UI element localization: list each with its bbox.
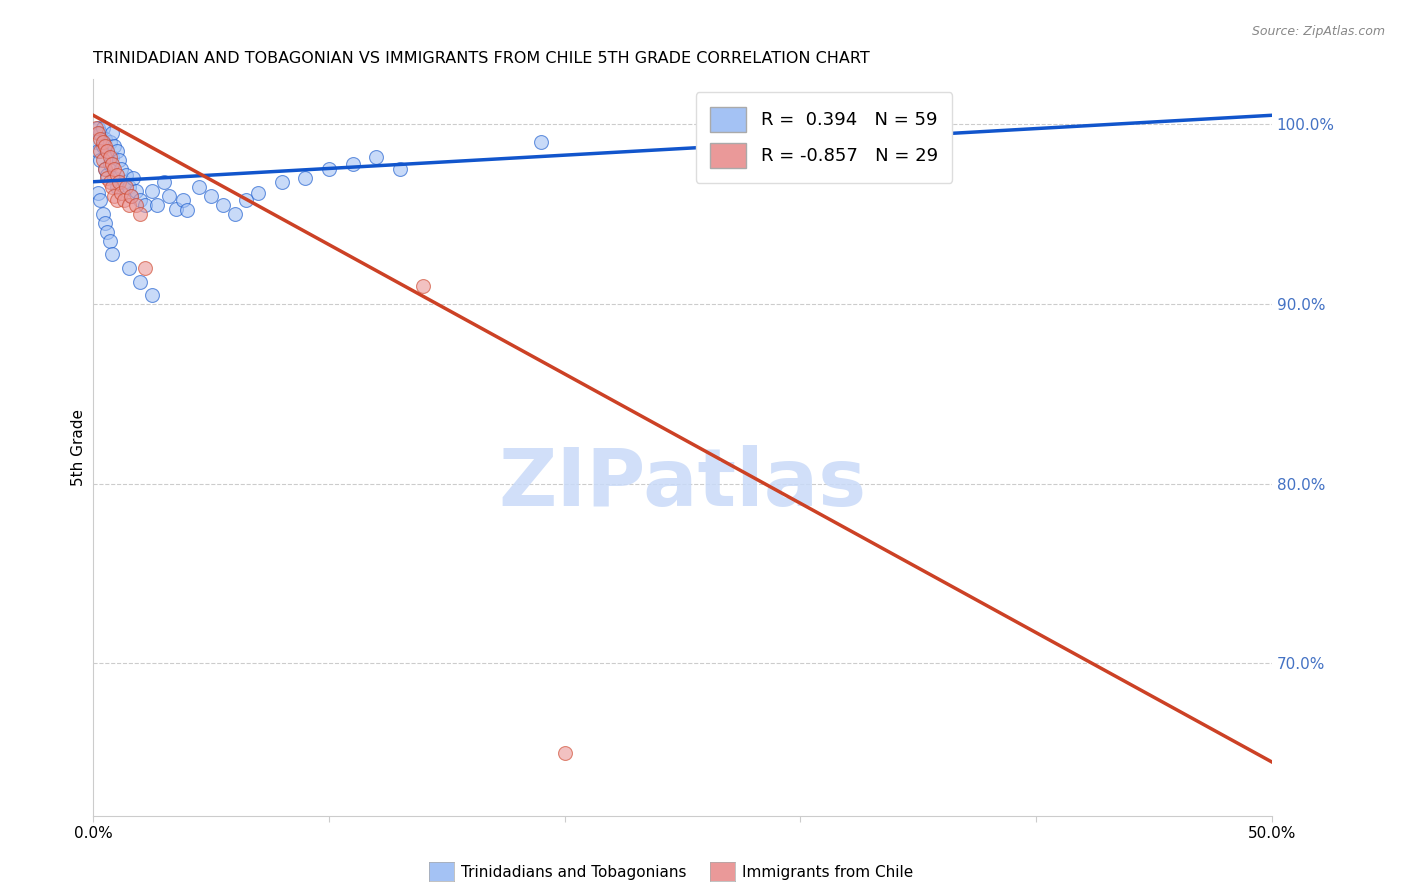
Point: [115, 168, 138, 182]
Point: [110, 186, 132, 200]
Point: [96, 145, 118, 159]
Text: ZIPatlas: ZIPatlas: [498, 445, 866, 524]
Point: [103, 189, 125, 203]
Point: [134, 198, 156, 212]
Point: [94, 162, 117, 177]
Point: [153, 175, 176, 189]
Point: [105, 193, 128, 207]
Point: [91, 138, 114, 153]
Y-axis label: 5th Grade: 5th Grade: [72, 409, 86, 486]
Point: [87, 120, 110, 135]
Point: [91, 207, 114, 221]
Point: [89, 193, 111, 207]
Point: [141, 184, 163, 198]
Point: [270, 175, 292, 189]
Point: [98, 157, 121, 171]
Point: [105, 145, 128, 159]
Point: [165, 202, 187, 216]
Point: [87, 126, 110, 140]
Point: [134, 260, 156, 275]
Point: [141, 288, 163, 302]
Point: [117, 180, 139, 194]
Point: [101, 180, 124, 194]
Point: [530, 135, 553, 149]
Point: [89, 126, 111, 140]
Point: [294, 171, 316, 186]
Point: [200, 189, 222, 203]
Point: [124, 198, 146, 212]
Point: [94, 216, 117, 230]
Point: [96, 225, 118, 239]
Point: [91, 135, 114, 149]
Point: [103, 138, 125, 153]
Text: Source: ZipAtlas.com: Source: ZipAtlas.com: [1251, 25, 1385, 38]
Point: [91, 120, 114, 135]
Point: [388, 162, 411, 177]
Point: [146, 198, 169, 212]
Point: [112, 193, 135, 207]
Point: [105, 168, 128, 182]
Point: [124, 184, 146, 198]
Point: [94, 131, 117, 145]
Point: [117, 198, 139, 212]
Point: [98, 175, 121, 189]
Point: [120, 189, 142, 203]
Point: [101, 150, 124, 164]
Point: [115, 180, 138, 194]
Point: [108, 175, 131, 189]
Point: [89, 131, 111, 145]
Legend: R =  0.394   N = 59, R = -0.857   N = 29: R = 0.394 N = 59, R = -0.857 N = 29: [696, 92, 952, 183]
Point: [157, 189, 180, 203]
Point: [84, 135, 107, 149]
Text: Immigrants from Chile: Immigrants from Chile: [742, 865, 914, 880]
Point: [101, 157, 124, 171]
Point: [101, 126, 124, 140]
Point: [188, 180, 211, 194]
Point: [129, 207, 152, 221]
Point: [101, 246, 124, 260]
Point: [235, 193, 257, 207]
Point: [89, 153, 111, 168]
Point: [103, 171, 125, 186]
Point: [87, 186, 110, 200]
Point: [120, 189, 142, 203]
Point: [98, 135, 121, 149]
Point: [94, 162, 117, 177]
Point: [96, 145, 118, 159]
Point: [87, 145, 110, 159]
Point: [176, 203, 198, 218]
Point: [105, 180, 128, 194]
Point: [342, 157, 364, 171]
Point: [96, 171, 118, 186]
Point: [318, 162, 340, 177]
Point: [108, 153, 131, 168]
Point: [98, 150, 121, 164]
Point: [554, 746, 576, 760]
Point: [224, 207, 246, 221]
Point: [110, 162, 132, 177]
Point: [247, 186, 270, 200]
Text: TRINIDADIAN AND TOBAGONIAN VS IMMIGRANTS FROM CHILE 5TH GRADE CORRELATION CHART: TRINIDADIAN AND TOBAGONIAN VS IMMIGRANTS…: [93, 51, 870, 66]
Point: [117, 260, 139, 275]
Point: [172, 193, 194, 207]
Point: [103, 162, 125, 177]
Point: [129, 276, 152, 290]
Point: [91, 153, 114, 168]
Point: [129, 193, 152, 207]
Point: [84, 120, 107, 135]
Point: [98, 234, 121, 248]
Point: [364, 150, 387, 164]
Point: [122, 171, 145, 186]
Point: [112, 175, 135, 189]
Point: [94, 138, 117, 153]
Text: Trinidadians and Tobagonians: Trinidadians and Tobagonians: [461, 865, 686, 880]
Point: [412, 279, 434, 293]
Point: [211, 198, 233, 212]
Point: [96, 168, 118, 182]
Point: [89, 145, 111, 159]
